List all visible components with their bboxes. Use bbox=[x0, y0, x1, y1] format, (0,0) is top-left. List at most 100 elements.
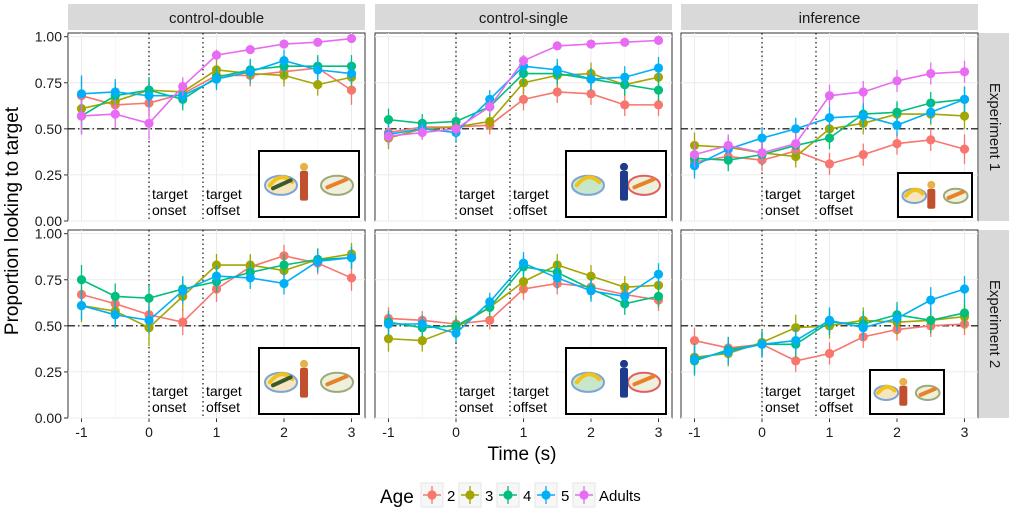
y-tick-label: 1.00 bbox=[35, 29, 62, 45]
data-point bbox=[757, 148, 767, 158]
y-axis-title: Proportion looking to target bbox=[2, 106, 23, 335]
data-point bbox=[279, 56, 289, 66]
data-point bbox=[279, 39, 289, 49]
data-point bbox=[110, 291, 120, 301]
data-point bbox=[586, 74, 596, 84]
series-age-5 bbox=[76, 246, 357, 334]
facet-strip-experiment-1: Experiment 1 bbox=[979, 33, 1009, 221]
data-point bbox=[518, 56, 529, 66]
data-point bbox=[586, 39, 596, 49]
legend-label: 3 bbox=[485, 488, 493, 505]
data-point bbox=[824, 91, 835, 101]
data-point bbox=[653, 35, 664, 45]
facet-strip-label: control-double bbox=[169, 10, 264, 27]
data-point bbox=[620, 72, 630, 82]
series-age-5 bbox=[689, 276, 970, 374]
panels-layer: control-double control-single inference Exp… bbox=[35, 4, 1009, 440]
x-tick-label: 1 bbox=[213, 424, 221, 440]
annotation-text: onset bbox=[459, 202, 493, 218]
data-point bbox=[144, 118, 154, 128]
data-point bbox=[791, 356, 801, 366]
data-point bbox=[858, 150, 868, 160]
data-point bbox=[485, 116, 495, 127]
x-tick-label: 0 bbox=[145, 424, 153, 440]
data-point bbox=[76, 300, 87, 311]
annotation-text: target bbox=[765, 186, 801, 202]
data-point bbox=[892, 138, 902, 149]
legend-label: Adults bbox=[599, 488, 641, 505]
data-point bbox=[518, 277, 529, 287]
annotation-text: target bbox=[206, 186, 242, 202]
data-point bbox=[757, 133, 767, 143]
x-tick-label: 2 bbox=[893, 424, 901, 440]
data-point bbox=[824, 113, 835, 123]
annotation-text: offset bbox=[513, 399, 547, 415]
facet-strip-control-double: control-double bbox=[68, 4, 365, 30]
facet-strip-inference: inference bbox=[681, 4, 978, 30]
x-tick-label: -1 bbox=[75, 424, 88, 440]
annotation-text: target bbox=[152, 186, 188, 202]
data-point bbox=[858, 323, 868, 333]
data-point bbox=[791, 124, 801, 134]
data-point bbox=[653, 100, 664, 110]
facet-strip-bg bbox=[68, 4, 365, 30]
x-tick-label: -1 bbox=[382, 424, 395, 440]
data-point bbox=[620, 100, 630, 110]
data-point bbox=[346, 253, 357, 263]
legend: Age 2 3 4 5 Adults bbox=[380, 482, 641, 508]
y-tick-label: 1.00 bbox=[35, 226, 62, 242]
data-point bbox=[959, 111, 970, 121]
facet-strip-control-single: control-single bbox=[375, 4, 672, 30]
x-tick-label: 1 bbox=[826, 424, 834, 440]
data-point bbox=[791, 138, 801, 149]
annotation-text: target bbox=[819, 186, 855, 202]
data-point bbox=[959, 284, 970, 294]
data-point bbox=[383, 334, 394, 344]
annotation-text: onset bbox=[152, 202, 186, 218]
data-point bbox=[723, 140, 733, 151]
x-tick-label: 2 bbox=[587, 424, 595, 440]
data-point bbox=[892, 313, 902, 324]
x-tick-label: 2 bbox=[280, 424, 288, 440]
stimulus-image bbox=[869, 369, 945, 415]
y-tick-label: 0.50 bbox=[35, 121, 62, 137]
data-point bbox=[586, 89, 596, 99]
legend-label: 5 bbox=[561, 488, 569, 505]
annotation-text: target bbox=[819, 383, 855, 399]
data-point bbox=[824, 348, 835, 359]
data-point bbox=[383, 319, 394, 329]
y-tick-label: 0.50 bbox=[35, 318, 62, 334]
data-point bbox=[959, 144, 970, 154]
data-point bbox=[313, 65, 323, 75]
facet-strip-label: inference bbox=[799, 10, 861, 27]
x-tick-label: -1 bbox=[688, 424, 701, 440]
data-point bbox=[689, 150, 700, 160]
facet-strip-bg bbox=[375, 4, 672, 30]
data-point bbox=[211, 50, 222, 60]
data-point bbox=[245, 67, 255, 77]
annotation-text: onset bbox=[152, 399, 186, 415]
data-point bbox=[178, 81, 188, 92]
x-tick-label: 0 bbox=[758, 424, 766, 440]
data-point bbox=[346, 68, 357, 79]
x-tick-label: 0 bbox=[452, 424, 460, 440]
y-tick-label: 0.25 bbox=[35, 364, 62, 380]
data-point bbox=[144, 315, 154, 325]
data-point bbox=[245, 273, 255, 283]
annotation-text: target bbox=[513, 383, 549, 399]
series-age-adults bbox=[689, 60, 970, 168]
data-point bbox=[689, 335, 700, 346]
data-point bbox=[620, 291, 630, 301]
data-point bbox=[586, 286, 596, 296]
data-point bbox=[653, 63, 664, 73]
data-point bbox=[892, 120, 902, 130]
stimulus-image bbox=[258, 347, 360, 415]
data-point bbox=[346, 85, 357, 95]
data-point bbox=[417, 335, 427, 346]
stimulus-image bbox=[258, 150, 360, 218]
data-point bbox=[892, 76, 902, 86]
data-point bbox=[959, 67, 970, 77]
data-point bbox=[586, 271, 596, 281]
